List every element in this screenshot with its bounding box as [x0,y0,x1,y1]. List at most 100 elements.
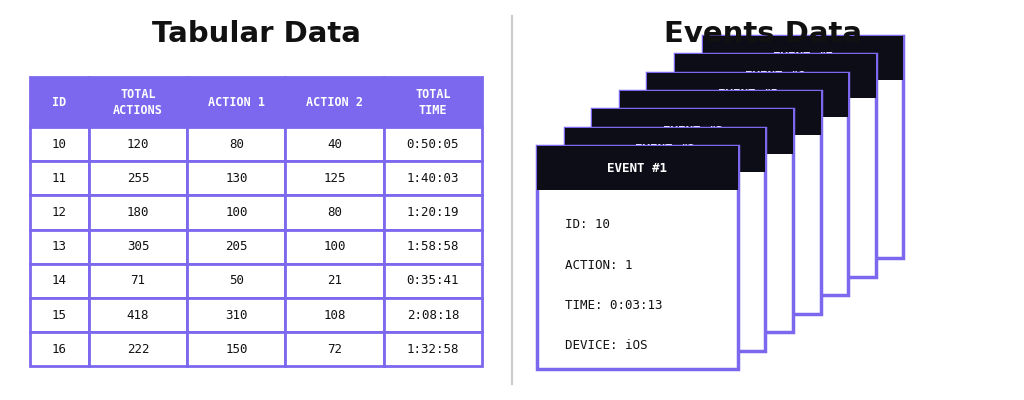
Text: 2:08:18: 2:08:18 [407,308,459,322]
FancyBboxPatch shape [384,127,482,161]
FancyBboxPatch shape [30,332,89,366]
FancyBboxPatch shape [592,109,793,332]
FancyBboxPatch shape [30,230,89,264]
FancyBboxPatch shape [187,298,286,332]
FancyBboxPatch shape [384,230,482,264]
Text: 1:20:19: 1:20:19 [407,206,459,219]
Text: EVENT #1: EVENT #1 [607,162,668,175]
FancyBboxPatch shape [702,36,903,258]
Text: EVENT #3: EVENT #3 [663,125,723,138]
Text: ACTION: 1: ACTION: 1 [564,259,632,272]
Text: TOTAL
ACTIONS: TOTAL ACTIONS [113,88,163,116]
Text: EVENT #2: EVENT #2 [635,143,695,156]
FancyBboxPatch shape [187,264,286,298]
Text: 11: 11 [52,172,67,185]
Text: 120: 120 [127,138,150,151]
Text: 13: 13 [52,240,67,253]
FancyBboxPatch shape [187,127,286,161]
FancyBboxPatch shape [286,161,384,195]
FancyBboxPatch shape [537,146,737,369]
FancyBboxPatch shape [384,264,482,298]
FancyBboxPatch shape [187,77,286,127]
Text: 15: 15 [52,308,67,322]
Text: 72: 72 [327,343,342,356]
FancyBboxPatch shape [286,298,384,332]
Text: ACTION 1: ACTION 1 [208,96,265,108]
FancyBboxPatch shape [30,264,89,298]
FancyBboxPatch shape [30,127,89,161]
FancyBboxPatch shape [675,54,876,98]
Text: TOTAL
TIME: TOTAL TIME [415,88,451,116]
FancyBboxPatch shape [187,230,286,264]
FancyBboxPatch shape [89,332,187,366]
FancyBboxPatch shape [286,127,384,161]
FancyBboxPatch shape [286,264,384,298]
FancyBboxPatch shape [647,72,848,295]
FancyBboxPatch shape [537,146,737,190]
Text: 10: 10 [52,138,67,151]
FancyBboxPatch shape [89,264,187,298]
Text: 305: 305 [127,240,150,253]
FancyBboxPatch shape [89,195,187,230]
Text: 21: 21 [327,274,342,287]
FancyBboxPatch shape [286,332,384,366]
FancyBboxPatch shape [30,77,89,127]
Text: ACTION 2: ACTION 2 [306,96,364,108]
Text: 1:32:58: 1:32:58 [407,343,459,356]
FancyBboxPatch shape [89,230,187,264]
Text: EVENT #5: EVENT #5 [718,88,778,101]
FancyBboxPatch shape [647,72,848,117]
Text: 255: 255 [127,172,150,185]
Text: 0:35:41: 0:35:41 [407,274,459,287]
FancyBboxPatch shape [286,195,384,230]
Text: 418: 418 [127,308,150,322]
FancyBboxPatch shape [592,109,793,154]
Text: 16: 16 [52,343,67,356]
Text: 150: 150 [225,343,248,356]
FancyBboxPatch shape [89,127,187,161]
FancyBboxPatch shape [702,36,903,80]
FancyBboxPatch shape [384,161,482,195]
Text: TIME: 0:03:13: TIME: 0:03:13 [564,299,663,312]
Text: Tabular Data: Tabular Data [152,20,360,48]
FancyBboxPatch shape [675,54,876,277]
Text: 40: 40 [327,138,342,151]
FancyBboxPatch shape [187,332,286,366]
FancyBboxPatch shape [89,161,187,195]
FancyBboxPatch shape [286,77,384,127]
Text: 130: 130 [225,172,248,185]
FancyBboxPatch shape [30,195,89,230]
Text: 1:58:58: 1:58:58 [407,240,459,253]
Text: EVENT #4: EVENT #4 [690,106,751,120]
Text: EVENT #6: EVENT #6 [745,70,806,83]
Text: 50: 50 [228,274,244,287]
Text: 222: 222 [127,343,150,356]
Text: 80: 80 [327,206,342,219]
Text: 12: 12 [52,206,67,219]
FancyBboxPatch shape [187,195,286,230]
Text: 125: 125 [324,172,346,185]
Text: 14: 14 [52,274,67,287]
FancyBboxPatch shape [384,298,482,332]
Text: ID: ID [52,96,67,108]
FancyBboxPatch shape [384,77,482,127]
Text: ID: 10: ID: 10 [564,218,609,232]
FancyBboxPatch shape [89,77,187,127]
FancyBboxPatch shape [384,332,482,366]
Text: 180: 180 [127,206,150,219]
FancyBboxPatch shape [564,128,765,350]
FancyBboxPatch shape [89,298,187,332]
Text: Events Data: Events Data [664,20,862,48]
Text: 100: 100 [225,206,248,219]
FancyBboxPatch shape [384,195,482,230]
FancyBboxPatch shape [286,230,384,264]
Text: 0:50:05: 0:50:05 [407,138,459,151]
FancyBboxPatch shape [564,128,765,172]
Text: EVENT #7: EVENT #7 [773,51,833,64]
Text: 100: 100 [324,240,346,253]
Text: 108: 108 [324,308,346,322]
FancyBboxPatch shape [30,298,89,332]
FancyBboxPatch shape [620,91,820,135]
Text: 71: 71 [130,274,145,287]
Text: 310: 310 [225,308,248,322]
